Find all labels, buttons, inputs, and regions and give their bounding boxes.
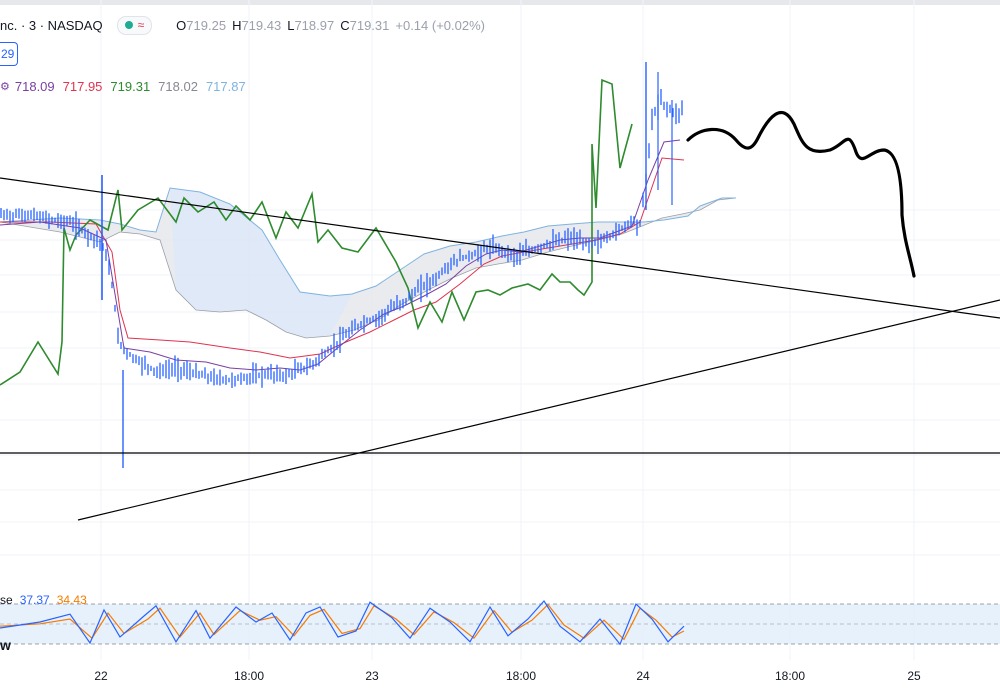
- chikou-line: [0, 78, 633, 386]
- market-open-dot-icon: [124, 21, 133, 29]
- ichimoku-lines: [0, 78, 685, 386]
- ichimoku-value-5: 717.87: [205, 79, 246, 94]
- ohlc-close-value: 719.31: [349, 17, 390, 33]
- stochastic-pane: [0, 600, 1000, 646]
- cloud-fill-bullish: [170, 188, 352, 338]
- ichimoku-value-2: 717.95: [62, 79, 103, 94]
- pane-letter: w: [0, 637, 11, 653]
- stochastic-legend: se 37.37 34.43: [0, 593, 87, 607]
- stochastic-d-value: 34.43: [56, 593, 87, 607]
- descending-trendline: [0, 177, 1000, 319]
- kijun-line: [0, 157, 685, 359]
- x-tick-24: 24: [636, 669, 650, 683]
- ohlc-high-value: 719.43: [241, 17, 282, 33]
- price-box[interactable]: 29: [0, 42, 18, 66]
- stochastic-title[interactable]: se: [0, 593, 13, 607]
- candles: [0, 62, 683, 468]
- top-border: [0, 0, 1000, 5]
- ichimoku-value-4: 718.02: [158, 79, 198, 94]
- hand-drawn-projection: [686, 110, 916, 278]
- ohlc-low-value: 718.97: [294, 17, 335, 33]
- symbol-header: nc. · 3 · NASDAQ ≈ O719.25 H719.43 L718.…: [0, 14, 485, 36]
- x-tick-25: 25: [907, 669, 921, 683]
- ohlc-low-key: L: [287, 17, 295, 33]
- ichimoku-value-1: 718.09: [14, 79, 55, 94]
- x-tick-1800-a: 18:00: [233, 669, 265, 683]
- stochastic-k-value: 37.37: [19, 593, 50, 607]
- x-tick-1800-c: 18:00: [774, 669, 806, 683]
- ohlc-values: O719.25 H719.43 L718.97 C719.31 +0.14 (+…: [176, 18, 485, 33]
- settings-gear-icon[interactable]: ⚙: [0, 81, 10, 93]
- symbol-title[interactable]: nc. · 3 · NASDAQ: [0, 17, 103, 33]
- ohlc-high-key: H: [232, 17, 242, 33]
- wave-icon: ≈: [137, 18, 145, 32]
- grid-lines: [0, 0, 1000, 660]
- ohlc-close-key: C: [340, 17, 350, 33]
- tenkan-line: [0, 139, 681, 371]
- stoch-k-line: [0, 600, 685, 646]
- trendlines: [0, 110, 1000, 521]
- stoch-d-line: [0, 603, 685, 641]
- ohlc-change: +0.14 (+0.02%): [395, 17, 485, 33]
- ohlc-open-key: O: [176, 17, 187, 33]
- ohlc-open-value: 719.25: [186, 17, 227, 33]
- cloud-span-b: [0, 187, 736, 297]
- ichimoku-legend: ⚙ 718.09 717.95 719.31 718.02 717.87: [0, 79, 246, 94]
- status-pill[interactable]: ≈: [116, 15, 153, 35]
- x-tick-22: 22: [94, 669, 108, 683]
- x-tick-1800-b: 18:00: [505, 669, 537, 683]
- ascending-trendline: [77, 299, 1000, 521]
- x-tick-23: 23: [365, 669, 379, 683]
- ichimoku-value-3: 719.31: [110, 79, 151, 94]
